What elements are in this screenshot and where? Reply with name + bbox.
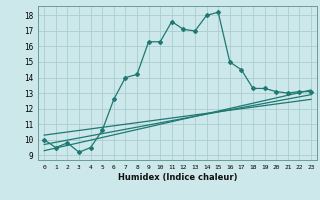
X-axis label: Humidex (Indice chaleur): Humidex (Indice chaleur) — [118, 173, 237, 182]
